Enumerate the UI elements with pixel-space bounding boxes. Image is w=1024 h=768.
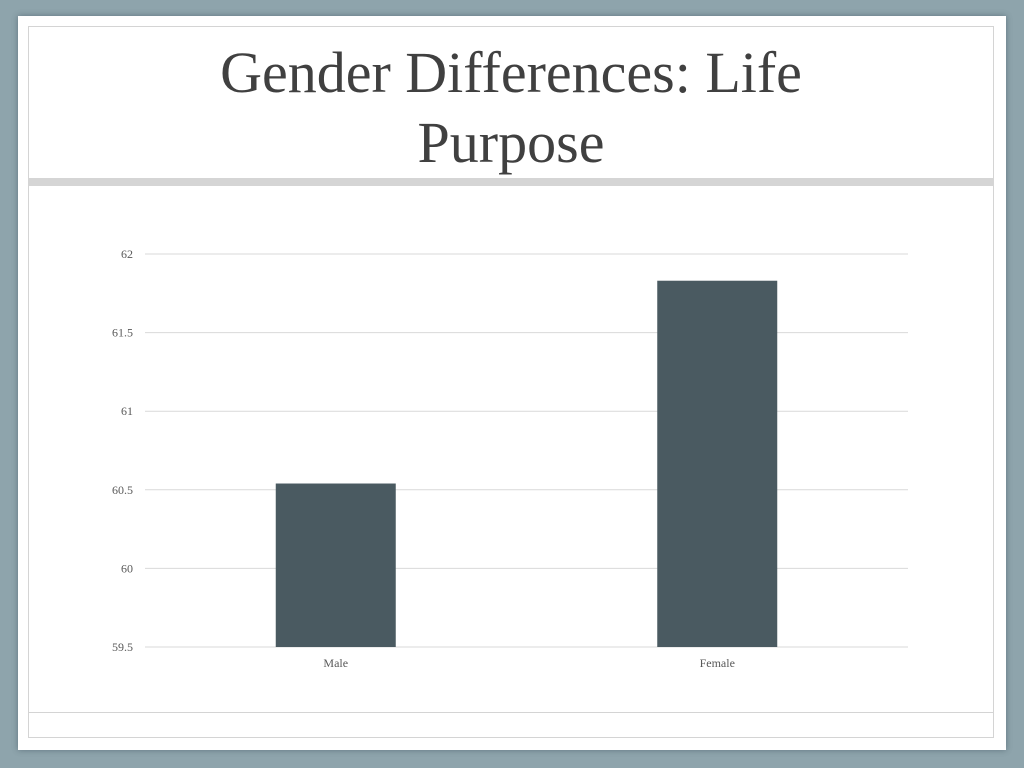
y-tick-label: 60	[121, 561, 133, 575]
x-category-label: Male	[323, 656, 348, 670]
y-tick-label: 61	[121, 404, 133, 418]
y-tick-label: 61.5	[112, 326, 133, 340]
bar-male	[275, 483, 396, 647]
x-axis-categories: Male Female	[323, 656, 734, 670]
slide-title: Gender Differences: Life Purpose	[220, 40, 802, 175]
title-divider	[28, 178, 994, 186]
bar-female	[657, 280, 778, 647]
bars	[275, 280, 778, 647]
x-category-label: Female	[700, 656, 735, 670]
y-tick-label: 59.5	[112, 640, 133, 654]
y-axis-ticks: 59.5 60 60.5 61 61.5 62	[112, 247, 133, 654]
y-tick-label: 62	[121, 247, 133, 261]
footer-divider	[28, 712, 994, 713]
slide-frame	[28, 26, 994, 738]
gridlines	[145, 253, 908, 648]
y-tick-label: 60.5	[112, 483, 133, 497]
slide: Gender Differences: Life Purpose	[18, 16, 1006, 750]
